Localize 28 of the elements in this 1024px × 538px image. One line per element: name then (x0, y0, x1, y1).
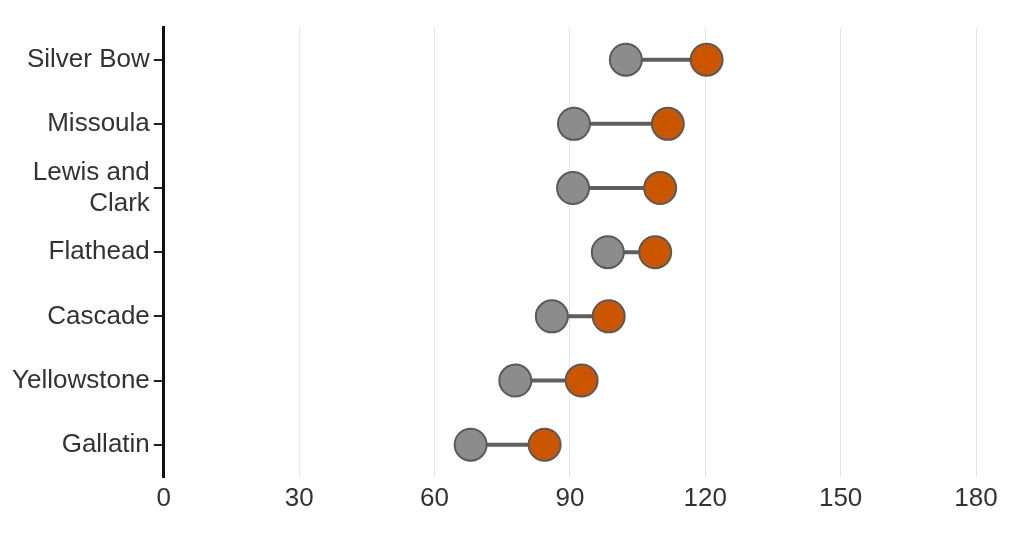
point (608, 42, 643, 77)
x-tick-label: 60 (420, 481, 449, 512)
x-tick-label: 150 (818, 481, 863, 512)
y-tick-label: Flathead (48, 235, 150, 266)
y-tick-label: Lewis and Clark (32, 155, 151, 217)
point (453, 427, 488, 462)
x-tick-label: 0 (156, 481, 172, 512)
y-tick-label: Cascade (47, 299, 150, 330)
x-tick-label: 120 (683, 481, 727, 512)
x-tick-label: 180 (954, 481, 998, 512)
point (689, 42, 724, 77)
y-tick-label: Yellowstone (12, 363, 150, 394)
y-tick-label: Gallatin (61, 427, 150, 458)
y-tick-label: Silver Bow (26, 42, 151, 73)
point (643, 171, 678, 206)
x-tick-label: 30 (284, 481, 314, 512)
point (556, 171, 591, 206)
x-tick-label: 90 (555, 481, 585, 512)
y-tick-label: Missoula (47, 107, 151, 138)
point (591, 299, 626, 334)
point (564, 363, 599, 398)
point (527, 427, 562, 462)
point (556, 106, 591, 141)
point (650, 106, 685, 141)
point (590, 235, 625, 270)
point (638, 235, 673, 270)
point (498, 363, 533, 398)
point (534, 299, 569, 334)
